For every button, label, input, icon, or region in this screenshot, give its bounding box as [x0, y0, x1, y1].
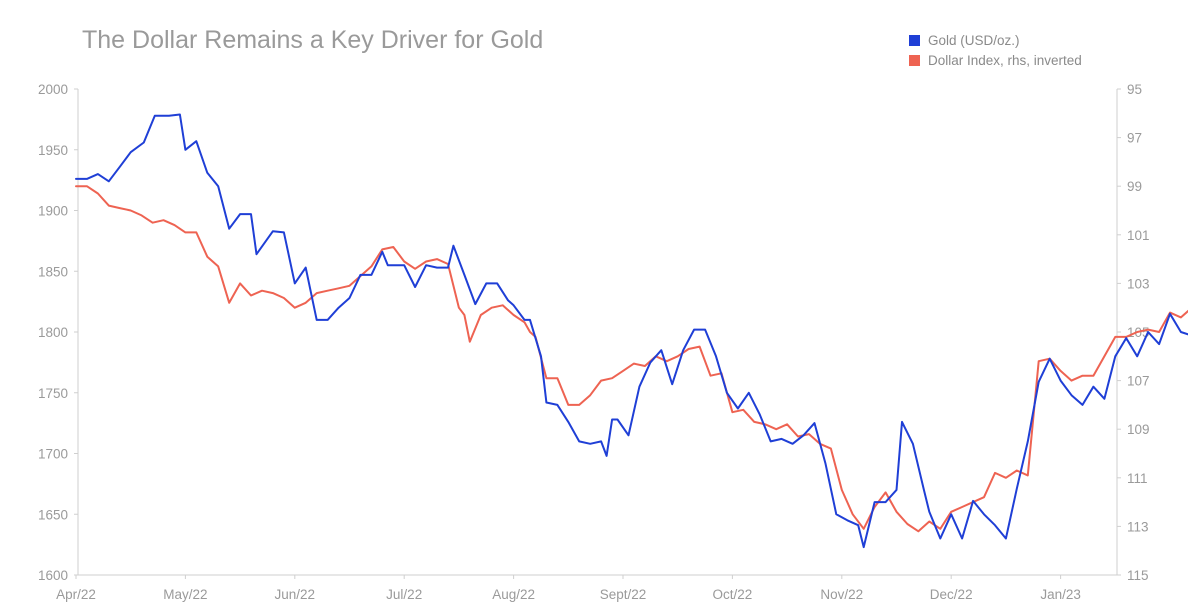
x-tick-label: Nov/22: [820, 587, 863, 602]
legend-label-dollar-index: Dollar Index, rhs, inverted: [928, 52, 1082, 68]
left-tick-label: 1700: [38, 447, 68, 462]
x-tick-label: Sept/22: [600, 587, 647, 602]
legend: Gold (USD/oz.) Dollar Index, rhs, invert…: [909, 30, 1082, 70]
right-tick-label: 115: [1127, 568, 1149, 583]
series-line-gold: [75, 113, 1188, 549]
x-tick-label: Dec/22: [930, 587, 973, 602]
chart-title: The Dollar Remains a Key Driver for Gold: [82, 26, 544, 54]
right-tick-label: 107: [1127, 374, 1150, 389]
legend-label-gold: Gold (USD/oz.): [928, 32, 1020, 48]
right-tick-label: 97: [1127, 131, 1142, 146]
right-tick-label: 109: [1127, 422, 1150, 437]
x-tick-label: Jul/22: [386, 587, 422, 602]
x-tick-label: May/22: [163, 587, 207, 602]
left-tick-label: 1950: [38, 143, 68, 158]
series-line-dollar-index: [75, 185, 1188, 533]
x-tick-label: Apr/22: [56, 587, 96, 602]
right-tick-label: 101: [1127, 228, 1150, 243]
series-layer: [75, 113, 1188, 549]
right-tick-label: 111: [1127, 471, 1148, 486]
left-tick-label: 1900: [38, 204, 68, 219]
left-tick-label: 1750: [38, 386, 68, 401]
x-tick-label: Aug/22: [492, 587, 535, 602]
legend-swatch-gold: [909, 34, 920, 46]
left-tick-label: 1800: [38, 325, 68, 340]
x-tick-label: Jun/22: [275, 587, 316, 602]
right-tick-label: 113: [1127, 519, 1149, 534]
left-tick-label: 1850: [38, 264, 68, 279]
x-tick-label: Jan/23: [1040, 587, 1081, 602]
legend-swatch-dollar-index: [909, 54, 920, 66]
legend-item-gold: Gold (USD/oz.): [909, 30, 1082, 50]
right-tick-label: 99: [1127, 179, 1142, 194]
right-tick-label: 103: [1127, 276, 1150, 291]
left-tick-label: 1650: [38, 507, 68, 522]
legend-item-dollar-index: Dollar Index, rhs, inverted: [909, 50, 1082, 70]
chart-axes: 1600 1650 1700 1750 1800 1850 1900 1950 2000 95 97…: [38, 82, 1150, 602]
left-tick-label: 1600: [38, 568, 68, 583]
right-tick-label: 95: [1127, 82, 1142, 97]
x-tick-label: Oct/22: [713, 587, 753, 602]
left-tick-label: 2000: [38, 82, 68, 97]
